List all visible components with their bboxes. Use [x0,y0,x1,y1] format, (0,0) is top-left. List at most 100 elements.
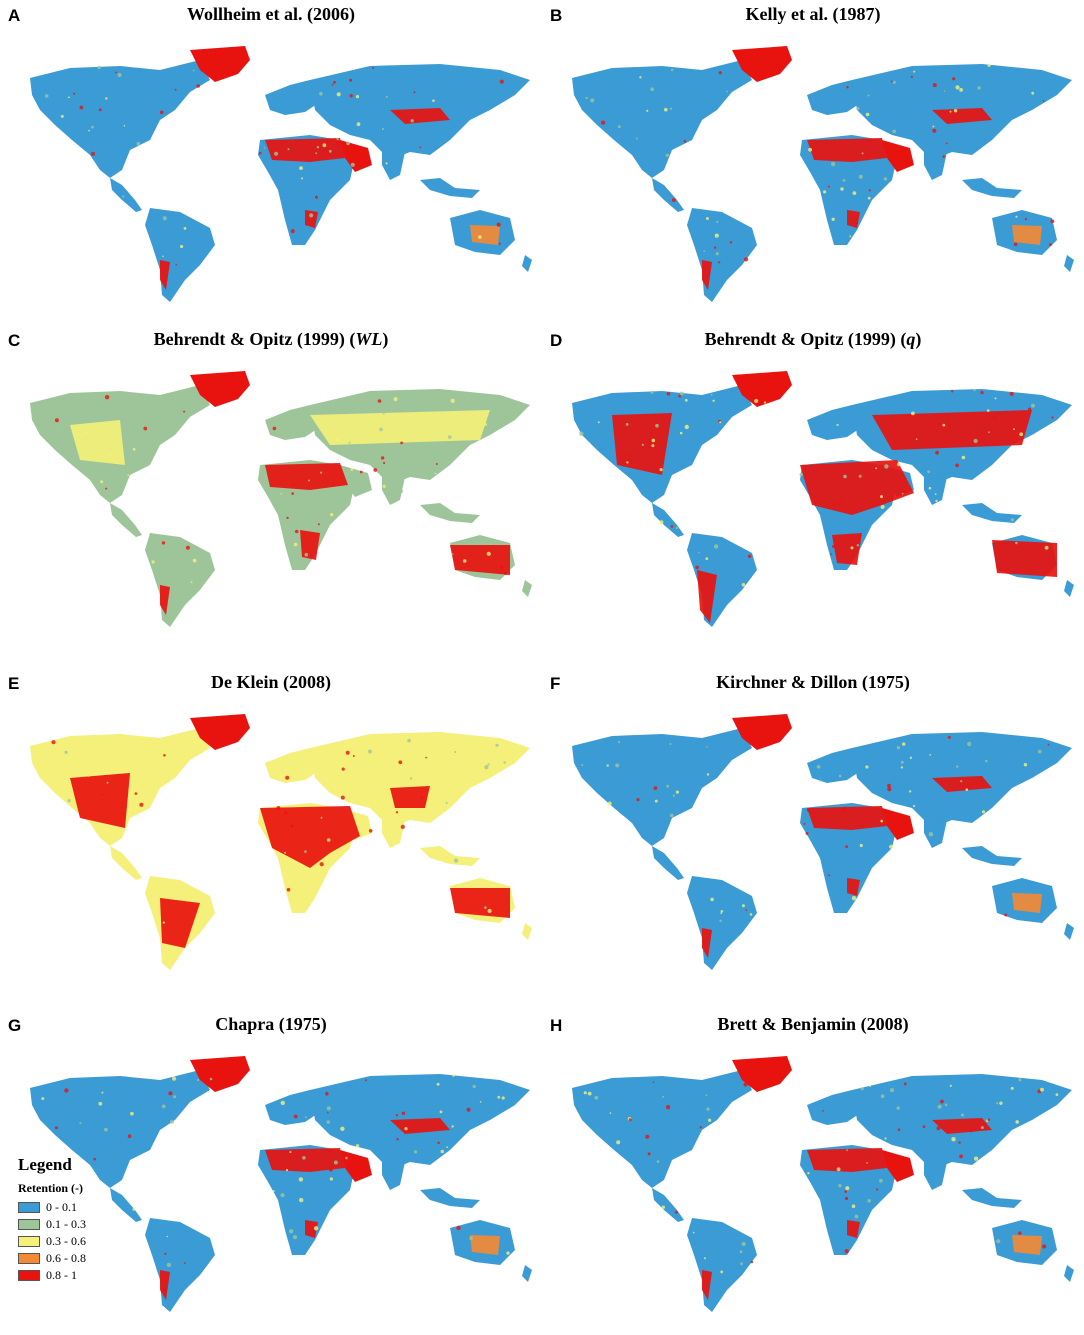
retention-speckle [359,470,363,474]
panel-title: Kirchner & Dillon (1975) [716,672,910,692]
retention-speckle [951,1137,956,1142]
panel-letter: E [8,674,20,693]
retention-hotspot [800,460,914,515]
retention-speckle [961,455,966,460]
map-panel-b: B Kelly et al. (1987) [542,0,1084,325]
map-panel-f: F Kirchner & Dillon (1975) [542,668,1084,993]
retention-speckle [967,741,972,747]
retention-speckle [454,751,457,753]
retention-speckle [606,764,609,767]
retention-speckle [909,756,913,759]
retention-speckle [315,195,318,199]
retention-speckle [739,1250,743,1254]
retention-speckle [880,495,883,499]
retention-hotspot [265,138,345,162]
retention-speckle [932,128,937,133]
retention-speckle [828,874,831,877]
retention-speckle [162,921,165,924]
retention-speckle [180,244,184,249]
retention-speckle [705,217,709,220]
central-america-region [652,846,684,880]
panel-title: Behrendt & Opitz (1999) (q) [704,329,922,349]
indonesia-region [420,1188,480,1208]
india-region [924,1160,947,1190]
retention-speckle [184,1262,186,1264]
retention-speckle [579,431,584,436]
retention-speckle [751,397,756,402]
retention-speckle [86,772,91,777]
retention-speckle [348,441,351,444]
retention-speckle [106,781,109,784]
retention-speckle [286,887,291,892]
retention-speckle [726,90,728,93]
retention-speckle [287,148,290,151]
retention-speckle [965,788,969,791]
retention-speckle [163,754,166,757]
retention-speckle [401,1111,406,1115]
retention-speckle [302,1156,306,1160]
panel-letter: G [8,1016,22,1035]
retention-speckle [647,1152,651,1156]
retention-speckle [501,1096,505,1100]
retention-speckle [816,765,821,769]
retention-speckle [449,743,452,747]
retention-speckle [928,486,932,490]
central-america-region [110,1188,142,1222]
retention-speckle [54,418,59,423]
africa-region [800,1145,897,1255]
arabia-region [882,808,914,840]
retention-speckle [666,1105,671,1110]
retention-speckle [987,1118,991,1122]
retention-speckle [951,390,954,393]
retention-hotspot [160,898,200,948]
retention-speckle [669,813,674,818]
retention-speckle [1031,403,1035,408]
retention-speckle [101,794,103,796]
retention-speckle [298,1177,304,1182]
retention-hotspot [450,888,510,918]
retention-speckle [896,746,900,750]
retention-speckle [675,526,678,530]
retention-speckle [1031,91,1035,95]
retention-speckle [385,96,388,98]
retention-speckle [372,66,375,69]
retention-speckle [115,71,117,74]
retention-speckle [410,119,414,123]
retention-speckle [832,544,836,549]
retention-speckle [844,1190,847,1193]
retention-speckle [382,484,386,488]
retention-speckle [326,1120,330,1124]
retention-speckle [90,151,96,156]
retention-speckle [699,1126,702,1129]
retention-speckle [915,438,918,441]
retention-speckle [395,811,399,814]
retention-speckle [487,763,490,766]
retention-speckle [139,802,144,807]
retention-speckle [652,1081,655,1084]
retention-speckle [720,1270,724,1274]
south-america-region [687,533,757,627]
africa-region [258,135,355,245]
retention-speckle [706,1107,710,1111]
retention-speckle [404,1127,408,1131]
retention-speckle [842,806,847,811]
retention-speckle [123,125,126,127]
arabia-region [340,140,372,172]
retention-speckle [856,107,860,111]
legend-label: 0.6 - 0.8 [46,1251,86,1265]
retention-speckle [320,816,323,819]
retention-speckle [1049,243,1052,247]
panel-title: Kelly et al. (1987) [745,4,881,24]
retention-speckle [883,177,888,181]
retention-speckle [840,187,844,191]
retention-speckle [892,80,896,84]
retention-speckle [331,84,334,86]
world-map [30,1056,532,1312]
retention-speckle [1009,391,1014,396]
retention-speckle [44,94,49,98]
retention-speckle [439,1110,443,1114]
retention-speckle [846,1149,848,1152]
retention-speckle [645,1134,650,1139]
panel-letter: D [550,331,563,350]
retention-speckle [988,431,990,434]
